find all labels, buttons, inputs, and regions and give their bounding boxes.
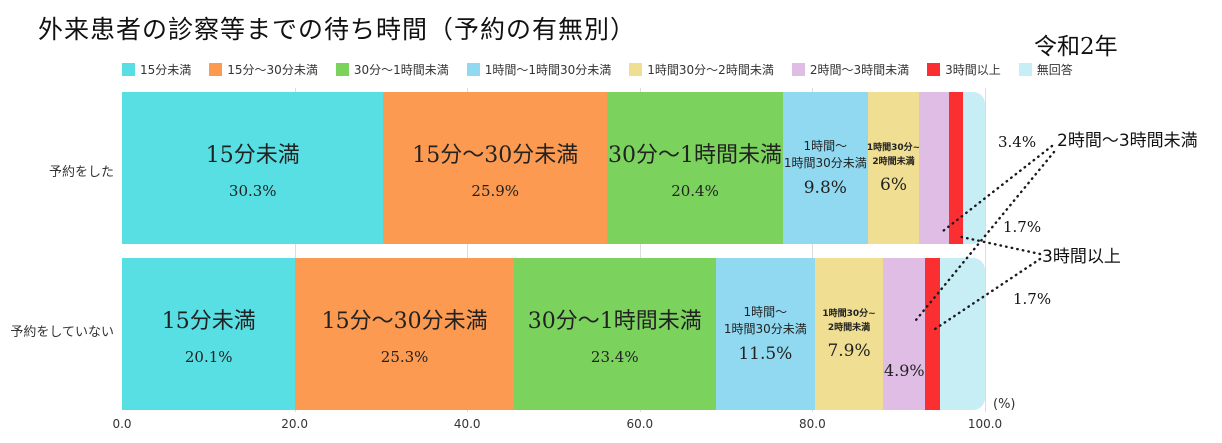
legend-label-0: 15分未満 [140, 63, 192, 77]
segment-0-7 [963, 92, 985, 244]
segment-name-line: 1時間30分~ [866, 142, 921, 153]
chart-title: 外来患者の診察等までの待ち時間（予約の有無別） [38, 15, 637, 44]
segment-1-6 [925, 258, 941, 410]
x-tick-100.0: 100.0 [967, 417, 1003, 431]
segment-0-6 [948, 92, 964, 244]
segment-value: 9.8% [803, 178, 847, 199]
segment-name-line: 1時間～ [803, 138, 848, 153]
segment-name-line: 1時間～ [743, 304, 788, 319]
plot-area: 15分未満 30.3% 15分～30分未満 25.9% 30分～1時間未満 20.4% 1時… [122, 88, 986, 412]
legend-item-6: 3時間以上 [927, 61, 1001, 78]
legend-item-5: 2時間～3時間未満 [791, 61, 910, 78]
category-label-yoyaku-shita: 予約をした [48, 165, 114, 180]
legend-item-0: 15分未満 [122, 61, 191, 78]
segment-1-4: 1時間30分~ 2時間未満 7.9% [814, 258, 884, 410]
x-axis: 0.0 20.0 40.0 60.0 80.0 100.0 [112, 417, 1002, 433]
x-tick-60.0: 60.0 [626, 417, 654, 431]
annotation-value-1-7pct-bottom: 1.7% [1013, 290, 1052, 308]
segment-0-3: 1時間～ 1時間30分未満 9.8% [783, 92, 868, 244]
legend: 15分未満 15分～30分未満 30分～1時間未満 1時間～1時間30分未満 1時間30… [122, 61, 1112, 78]
legend-swatch-6 [927, 63, 941, 76]
segment-1-5: 4.9% [883, 258, 926, 410]
segment-name-line: 1時間30分~ [822, 308, 876, 319]
legend-label-3: 1時間～1時間30分未満 [484, 63, 612, 77]
segment-1-2: 30分～1時間未満 23.4% [513, 258, 716, 410]
gridline-20 [294, 88, 296, 412]
legend-label-4: 1時間30分～2時間未満 [647, 63, 774, 77]
segment-name: 1時間30分~ 2時間未満 [867, 141, 920, 170]
segment-name: 15分未満 [161, 308, 256, 334]
legend-swatch-2 [335, 63, 349, 76]
segment-1-3: 1時間～ 1時間30分未満 11.5% [715, 258, 815, 410]
legend-swatch-1 [209, 63, 223, 76]
era-year-label: 令和2年 [1034, 34, 1118, 60]
segment-1-0: 15分未満 20.1% [122, 258, 296, 410]
segment-0-2: 30分～1時間未満 20.4% [607, 92, 784, 244]
x-tick-80.0: 80.0 [799, 417, 826, 431]
segment-name: 30分～1時間未満 [608, 142, 783, 168]
legend-swatch-5 [791, 63, 805, 76]
legend-label-1: 15分～30分未満 [227, 63, 318, 77]
segment-name: 30分～1時間未満 [527, 308, 702, 334]
annotation-label-2to3hours: 2時間～3時間未満 [1057, 131, 1198, 151]
x-tick-20.0: 20.0 [281, 417, 308, 431]
segment-value: 7.9% [827, 341, 871, 362]
legend-label-5: 2時間～3時間未満 [809, 63, 910, 77]
gridline-40 [467, 88, 469, 412]
segment-name: 1時間～ 1時間30分未満 [784, 138, 867, 173]
segment-0-4: 1時間30分~ 2時間未満 6% [867, 92, 920, 244]
segment-name: 15分～30分未満 [321, 308, 488, 334]
legend-item-4: 1時間30分～2時間未満 [629, 61, 774, 78]
legend-swatch-3 [466, 63, 480, 76]
legend-swatch-0 [122, 63, 135, 76]
category-label-yoyaku-shiteinai: 予約をしていない [10, 325, 114, 340]
legend-item-2: 30分～1時間未満 [335, 61, 449, 78]
gridline-80 [812, 88, 814, 412]
segment-name-line: 2時間未満 [827, 323, 871, 333]
segment-name: 15分未満 [205, 142, 300, 168]
segment-value: 20.1% [184, 347, 233, 366]
bar-row-1: 15分未満 20.1% 15分～30分未満 25.3% 30分～1時間未満 23.4% 1時… [122, 258, 985, 410]
segment-name: 1時間～ 1時間30分未満 [724, 304, 807, 339]
legend-label-2: 30分～1時間未満 [353, 63, 449, 77]
annotation-value-1-7pct-top: 1.7% [1003, 218, 1042, 236]
segment-value: 30.3% [228, 181, 277, 200]
segment-name: 1時間30分~ 2時間未満 [822, 307, 875, 336]
segment-value: 20.4% [671, 181, 719, 200]
legend-swatch-7 [1018, 63, 1032, 76]
segment-0-5 [919, 92, 949, 244]
legend-label-6: 3時間以上 [945, 63, 1001, 77]
segment-name-line: 1時間30分未満 [783, 156, 867, 170]
segment-1-1: 15分～30分未満 25.3% [295, 258, 514, 410]
x-tick-40.0: 40.0 [453, 417, 481, 431]
gridline-100 [985, 88, 986, 412]
bar-row-0: 15分未満 30.3% 15分～30分未満 25.9% 30分～1時間未満 20.4% 1時… [122, 92, 985, 244]
segment-1-7 [940, 258, 985, 410]
legend-item-7: 無回答 [1018, 61, 1073, 78]
legend-label-7: 無回答 [1036, 63, 1073, 77]
segment-0-0: 15分未満 30.3% [122, 92, 384, 244]
segment-value: 6% [880, 175, 907, 196]
segment-name: 15分～30分未満 [412, 142, 579, 168]
annotation-label-over3hours: 3時間以上 [1042, 247, 1121, 267]
segment-value: 25.3% [380, 347, 429, 366]
x-tick-0.0: 0.0 [112, 417, 132, 431]
segment-name-line: 2時間未満 [872, 157, 915, 167]
segment-value: 23.4% [590, 347, 639, 366]
segment-value: 11.5% [738, 344, 793, 365]
legend-swatch-4 [629, 63, 643, 76]
annotation-value-3-4pct: 3.4% [998, 133, 1037, 151]
axis-unit-label: (%) [993, 397, 1016, 412]
gridline-60 [639, 88, 641, 412]
segment-value: 25.9% [471, 181, 520, 200]
legend-item-3: 1時間～1時間30分未満 [466, 61, 612, 78]
legend-item-1: 15分～30分未満 [209, 61, 318, 78]
segment-name-line: 1時間30分未満 [723, 322, 807, 336]
segment-value: 4.9% [883, 360, 925, 380]
segment-0-1: 15分～30分未満 25.9% [383, 92, 607, 244]
